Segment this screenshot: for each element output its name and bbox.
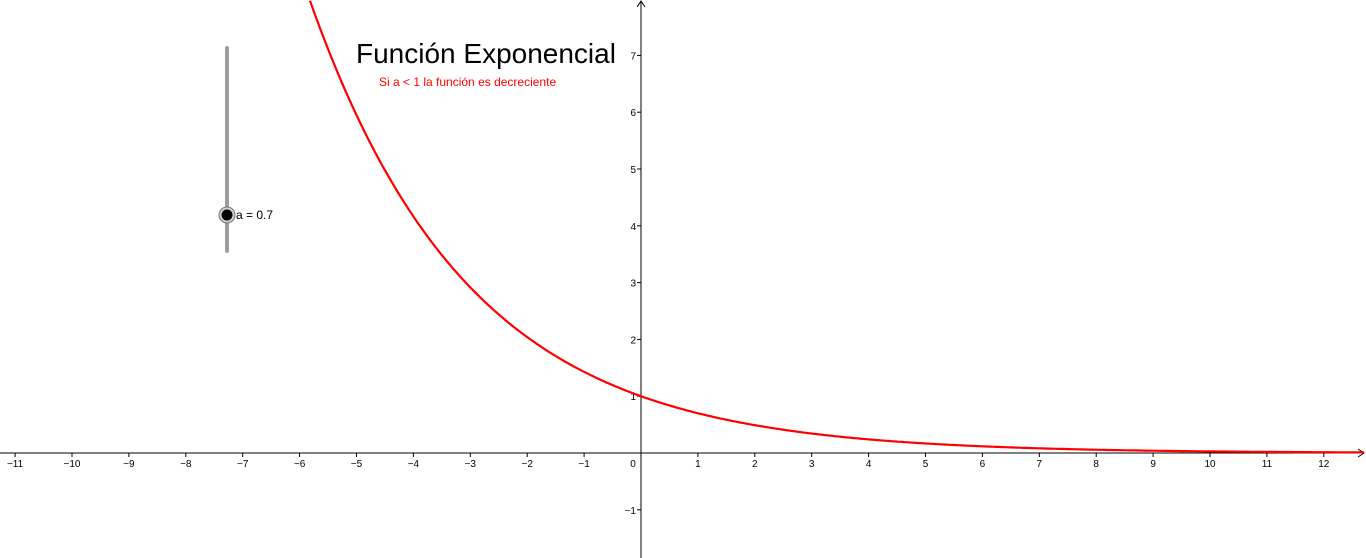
- x-tick-label: −7: [237, 459, 249, 470]
- x-axis-ticks: −11 −10 −9 −8 −7 −6 −5 −4 −3 −2 −1 0 1 2 3 4 5 6 7 8 9 10 11 12: [7, 453, 1330, 470]
- x-tick-label: 10: [1204, 459, 1216, 470]
- x-tick-label: 7: [1037, 459, 1043, 470]
- y-tick-label: 3: [630, 279, 636, 290]
- chart-subtitle: Si a < 1 la función es decreciente: [379, 75, 556, 89]
- x-tick-label: 12: [1318, 459, 1330, 470]
- y-tick-label: −1: [625, 506, 637, 517]
- x-tick-label: −3: [465, 459, 477, 470]
- x-tick-label: 9: [1150, 459, 1156, 470]
- x-tick-label: −1: [578, 459, 590, 470]
- y-tick-label: 1: [630, 392, 636, 403]
- y-tick-label: 4: [630, 222, 636, 233]
- chart-title: Función Exponencial: [356, 38, 616, 69]
- slider-knob[interactable]: [221, 209, 233, 221]
- x-tick-label: −4: [408, 459, 420, 470]
- slider-a[interactable]: a = 0.7: [218, 46, 273, 253]
- slider-value-label: a = 0.7: [236, 208, 273, 222]
- x-tick-label: 0: [630, 459, 636, 470]
- x-tick-label: −2: [521, 459, 533, 470]
- x-tick-label: 8: [1093, 459, 1099, 470]
- y-tick-label: 5: [630, 165, 636, 176]
- x-tick-label: −11: [7, 459, 24, 470]
- y-tick-label: 2: [630, 335, 636, 346]
- x-tick-label: −10: [64, 459, 81, 470]
- x-tick-label: −8: [180, 459, 192, 470]
- y-tick-label: 7: [630, 51, 636, 62]
- exponential-curve: [308, 0, 1364, 454]
- x-tick-label: 2: [752, 459, 758, 470]
- x-tick-label: 1: [695, 459, 701, 470]
- x-tick-label: 11: [1262, 459, 1273, 470]
- x-tick-label: −5: [351, 459, 363, 470]
- y-axis-arrow: [636, 0, 646, 8]
- y-axis-ticks: −1 1 2 3 4 5 6 7: [625, 51, 641, 517]
- x-tick-label: 3: [809, 459, 815, 470]
- x-tick-label: 4: [866, 459, 872, 470]
- x-tick-label: 6: [980, 459, 986, 470]
- x-tick-label: −6: [294, 459, 306, 470]
- x-tick-label: −9: [123, 459, 135, 470]
- y-tick-label: 6: [630, 108, 636, 119]
- x-tick-label: 5: [923, 459, 929, 470]
